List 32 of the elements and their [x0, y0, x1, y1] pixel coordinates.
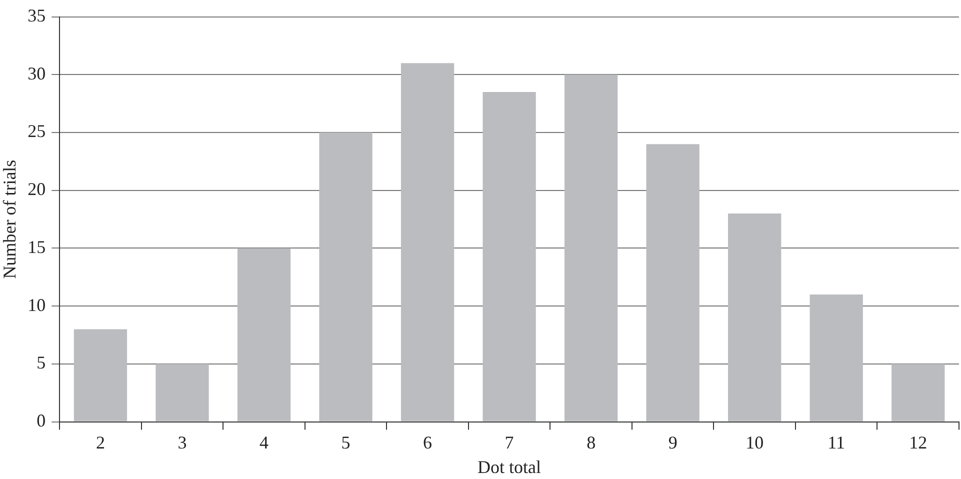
bar [482, 92, 536, 422]
y-tick-label: 10 [28, 294, 46, 315]
x-tick-label: 2 [96, 432, 105, 452]
y-tick-label: 15 [28, 236, 46, 257]
bar [564, 74, 618, 422]
x-tick-label: 3 [178, 432, 187, 452]
y-tick-label: 20 [28, 179, 46, 200]
bar [810, 294, 863, 422]
y-tick-label: 25 [28, 121, 46, 142]
y-axis-title: Number of trials [0, 160, 20, 279]
bar [646, 144, 700, 422]
x-axis-title: Dot total [478, 456, 542, 477]
bar [74, 329, 128, 422]
x-tick-label: 7 [504, 432, 514, 452]
x-tick-label: 11 [828, 432, 846, 452]
y-tick-label: 5 [36, 352, 46, 373]
bar [728, 214, 782, 422]
y-tick-label: 35 [28, 6, 46, 26]
x-tick-label: 4 [260, 432, 269, 452]
x-tick-label: 10 [746, 432, 764, 452]
bar [237, 248, 291, 422]
x-tick-label: 5 [341, 432, 350, 452]
bar [156, 364, 209, 422]
x-tick-label: 12 [909, 432, 928, 452]
x-tick-label: 6 [423, 432, 432, 452]
bar [892, 364, 945, 422]
bar [400, 63, 454, 422]
y-tick-label: 30 [28, 63, 46, 84]
x-tick-label: 9 [668, 432, 678, 452]
x-tick-label: 8 [586, 432, 596, 452]
bar [319, 132, 372, 422]
y-tick-label: 0 [36, 410, 46, 431]
